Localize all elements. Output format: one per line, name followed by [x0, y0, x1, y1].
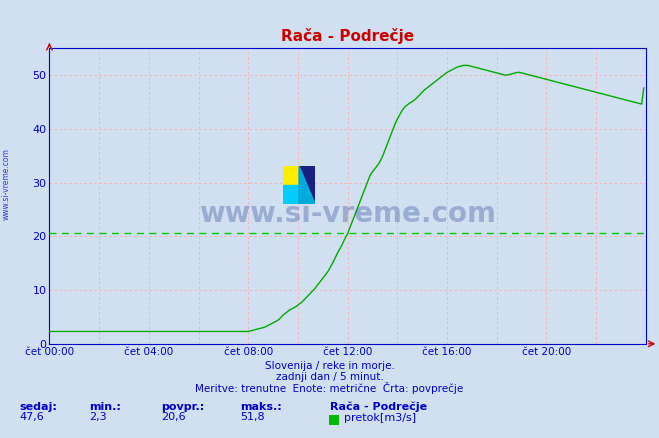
Text: Meritve: trenutne  Enote: metrične  Črta: povprečje: Meritve: trenutne Enote: metrične Črta: … [195, 381, 464, 394]
Text: 2,3: 2,3 [89, 413, 107, 423]
Text: povpr.:: povpr.: [161, 402, 205, 412]
Text: maks.:: maks.: [241, 402, 282, 412]
Text: min.:: min.: [89, 402, 121, 412]
Title: Rača - Podrečje: Rača - Podrečje [281, 28, 415, 44]
Bar [283, 185, 299, 204]
Bar [299, 166, 315, 204]
Bar [283, 166, 299, 185]
Text: zadnji dan / 5 minut.: zadnji dan / 5 minut. [275, 372, 384, 382]
Text: pretok[m3/s]: pretok[m3/s] [344, 413, 416, 424]
Text: www.si-vreme.com: www.si-vreme.com [199, 200, 496, 228]
Text: 20,6: 20,6 [161, 413, 186, 423]
Text: 51,8: 51,8 [241, 413, 265, 423]
Text: sedaj:: sedaj: [20, 402, 57, 412]
Text: Slovenija / reke in morje.: Slovenija / reke in morje. [264, 361, 395, 371]
Polygon shape [299, 166, 315, 204]
Text: 47,6: 47,6 [20, 413, 45, 423]
Text: Rača - Podrečje: Rača - Podrečje [330, 401, 426, 412]
Text: www.si-vreme.com: www.si-vreme.com [2, 148, 11, 220]
